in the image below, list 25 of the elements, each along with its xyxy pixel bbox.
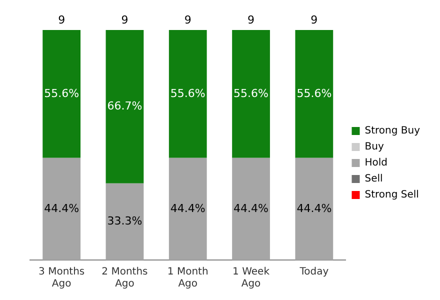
x-tick-label: 1 Week Ago — [232, 266, 270, 290]
data-label: 33.3% — [107, 214, 142, 228]
x-tick-label: Today — [298, 266, 329, 278]
annotation: 9 — [121, 13, 128, 26]
annotation: 9 — [184, 13, 192, 26]
data-label: 55.6% — [170, 86, 206, 100]
legend-label: Buy — [364, 142, 384, 153]
data-label: 44.4% — [234, 202, 268, 215]
data-label: 55.6% — [234, 86, 268, 100]
legend-label: Hold — [364, 158, 388, 169]
annotation: 9 — [58, 13, 66, 26]
data-label: 44.4% — [44, 202, 80, 215]
data-label: 44.4% — [170, 202, 206, 215]
data-label: 55.6% — [296, 86, 332, 100]
legend-label: Strong Sell — [364, 190, 419, 201]
x-tick-label: 1 Month Ago — [167, 266, 208, 290]
x-tick-label: 2 Months Ago — [102, 266, 148, 290]
annotation: 9 — [310, 13, 318, 26]
data-label: 55.6% — [44, 86, 80, 100]
annotation: 9 — [248, 13, 255, 26]
x-tick-label: 3 Months Ago — [38, 266, 85, 290]
legend-label: Strong Buy — [364, 126, 420, 137]
data-label: 66.7% — [107, 100, 142, 113]
legend-label: Sell — [364, 174, 383, 185]
data-label: 44.4% — [296, 202, 332, 215]
